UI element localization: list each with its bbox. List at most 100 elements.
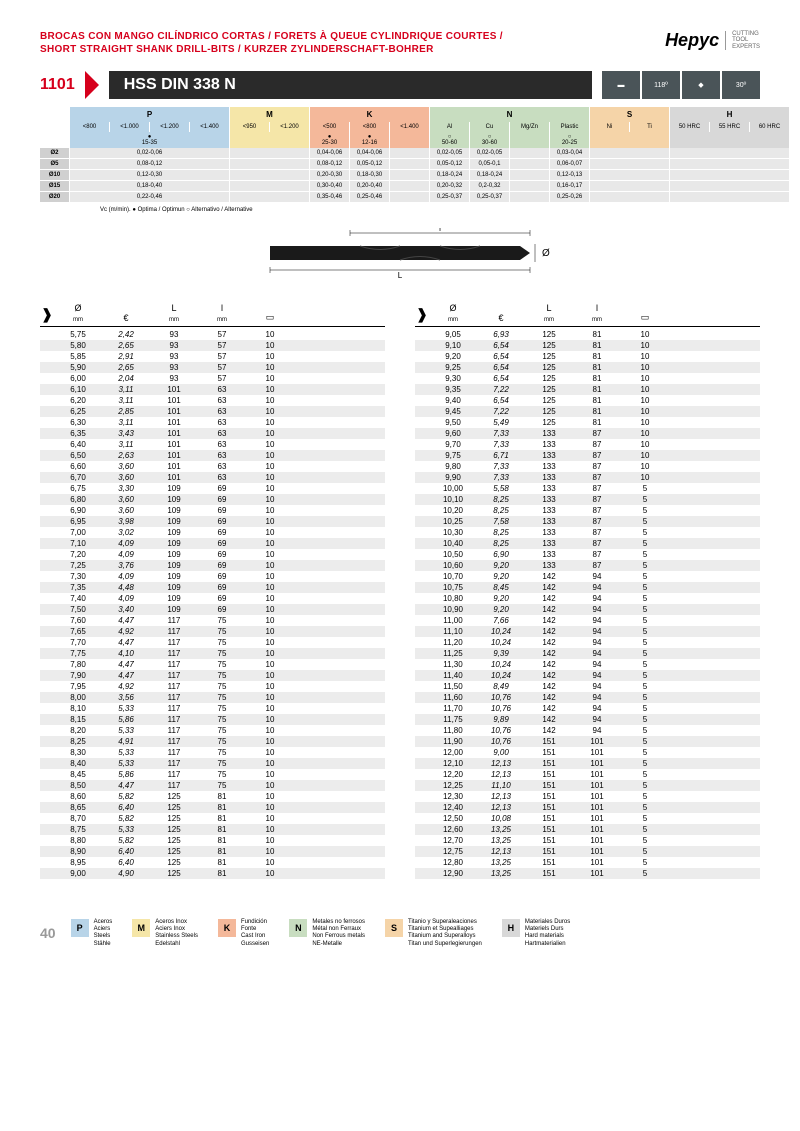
box-icon: ▭ [246,312,294,323]
box-icon: ▭ [621,312,669,323]
svg-text:l: l [439,228,441,233]
page-number: 40 [40,925,56,941]
svg-text:L: L [398,271,403,278]
table-row: 9,756,711338710 [415,450,760,461]
table-row: 10,308,25133875 [415,527,760,538]
table-row: 12,5010,081511015 [415,813,760,824]
table-row: 7,253,761096910 [40,560,385,571]
table-row: 11,2010,24142945 [415,637,760,648]
left-table: ❱ Ømm € Lmm lmm ▭ 5,752,429357105,802,65… [40,303,385,879]
table-row: 7,204,091096910 [40,549,385,560]
table-row: 9,056,931258110 [415,329,760,340]
table-row: 8,755,331258110 [40,824,385,835]
table-row: 8,405,331177510 [40,758,385,769]
table-row: 7,003,021096910 [40,527,385,538]
table-row: 9,306,541258110 [415,373,760,384]
table-row: 7,104,091096910 [40,538,385,549]
geometry-icon: ◆ [682,71,720,99]
table-row: 12,6013,251511015 [415,824,760,835]
title-line1: BROCAS CON MANGO CILÍNDRICO CORTAS / FOR… [40,30,503,43]
table-row: 6,903,601096910 [40,505,385,516]
table-row: 11,007,66142945 [415,615,760,626]
table-row: 12,2511,101511015 [415,780,760,791]
data-section: ❱ Ømm € Lmm lmm ▭ 5,752,429357105,802,65… [40,303,760,879]
geometry-icon: ▬ [602,71,640,99]
table-row: 10,809,20142945 [415,593,760,604]
table-row: 7,904,471177510 [40,670,385,681]
legend-box: N [289,919,307,937]
svg-text:Ø: Ø [542,248,550,259]
table-row: 8,155,861177510 [40,714,385,725]
table-row: 11,259,39142945 [415,648,760,659]
table-row: 8,205,331177510 [40,725,385,736]
table-row: 5,752,42935710 [40,329,385,340]
arrow-icon: ❱ [415,306,429,323]
table-row: 9,907,331338710 [415,472,760,483]
table-row: 9,256,541258110 [415,362,760,373]
table-row: 8,906,401258110 [40,846,385,857]
feed-table: Ø20,02-0,060,04-0,060,04-0,060,02-0,050,… [40,148,760,203]
arrow-icon: ❱ [40,306,54,323]
table-row: 6,953,981096910 [40,516,385,527]
feed-row: Ø150,18-0,400,30-0,400,20-0,400,20-0,320… [40,181,760,192]
table-row: 11,759,89142945 [415,714,760,725]
legend-item: NMetales no ferrososMétal non FerrauxNon… [289,919,365,948]
table-row: 7,604,471177510 [40,615,385,626]
logo: Hepyc CUTTING TOOL EXPERTS [665,30,760,51]
feed-row: Ø200,22-0,460,35-0,460,25-0,460,25-0,370… [40,192,760,203]
title-block: BROCAS CON MANGO CILÍNDRICO CORTAS / FOR… [40,30,503,56]
legend-box: H [502,919,520,937]
table-row: 8,805,821258110 [40,835,385,846]
table-row: 8,455,861177510 [40,769,385,780]
table-row: 6,303,111016310 [40,417,385,428]
material-subheader-row: <800 <1.000 <1.200 <1.400 <950 <1.200 <5… [40,122,760,132]
feed-row: Ø20,02-0,060,04-0,060,04-0,060,02-0,050,… [40,148,760,159]
legend-item: KFundiciónFonteCast IronGusseisen [218,919,269,948]
logo-tagline: CUTTING TOOL EXPERTS [725,31,760,51]
arrow-icon [85,71,99,99]
table-row: 8,705,821258110 [40,813,385,824]
table-row: 7,304,091096910 [40,571,385,582]
page-footer: 40 PAcerosAciersSteelsStähleMAceros Inox… [40,919,760,948]
table-row: 11,6010,76142945 [415,692,760,703]
angle-118-icon: 118º [642,71,680,99]
table-row: 9,807,331338710 [415,461,760,472]
table-row: 10,408,25133875 [415,538,760,549]
table-row: 6,103,111016310 [40,384,385,395]
table-row: 6,252,851016310 [40,406,385,417]
table-row: 7,804,471177510 [40,659,385,670]
table-row: 6,203,111016310 [40,395,385,406]
table-row: 10,758,45142945 [415,582,760,593]
table-row: 10,208,25133875 [415,505,760,516]
table-row: 8,656,401258110 [40,802,385,813]
table-row: 9,607,331338710 [415,428,760,439]
table-header: ❱ Ømm € Lmm lmm ▭ [415,303,760,327]
table-row: 7,354,481096910 [40,582,385,593]
table-row: 7,404,091096910 [40,593,385,604]
table-row: 10,108,25133875 [415,494,760,505]
table-row: 11,4010,24142945 [415,670,760,681]
legend-box: P [71,919,89,937]
table-row: 12,009,001511015 [415,747,760,758]
product-bar: 1101 HSS DIN 338 N ▬ 118º ◆ 30º [40,71,760,99]
table-row: 11,508,49142945 [415,681,760,692]
table-row: 8,504,471177510 [40,780,385,791]
table-row: 6,803,601096910 [40,494,385,505]
table-row: 6,403,111016310 [40,439,385,450]
table-row: 12,7512,131511015 [415,846,760,857]
table-row: 10,005,58133875 [415,483,760,494]
angle-30-icon: 30º [722,71,760,99]
product-name: HSS DIN 338 N [109,71,592,99]
feed-row: Ø100,12-0,300,20-0,300,18-0,300,18-0,240… [40,170,760,181]
table-row: 9,206,541258110 [415,351,760,362]
optima-note: Vc (m/min). ● Optima / Optimun ○ Alterna… [100,207,760,213]
table-row: 10,909,20142945 [415,604,760,615]
table-row: 11,7010,76142945 [415,703,760,714]
table-row: 7,704,471177510 [40,637,385,648]
table-row: 8,003,561177510 [40,692,385,703]
table-row: 10,709,20142945 [415,571,760,582]
table-row: 11,9010,761511015 [415,736,760,747]
legend-items: PAcerosAciersSteelsStähleMAceros InoxAci… [71,919,760,948]
table-row: 6,353,431016310 [40,428,385,439]
table-row: 7,754,101177510 [40,648,385,659]
